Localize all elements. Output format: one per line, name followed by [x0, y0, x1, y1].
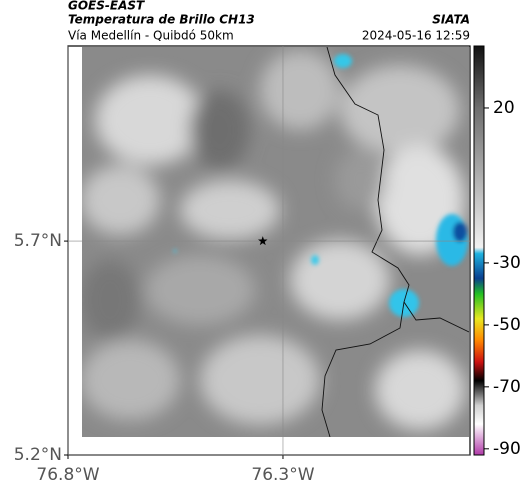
y-tick-label: 5.2°N — [14, 445, 62, 465]
colorbar-tick-label: -70 — [493, 377, 521, 397]
colorbar-tick-label: 20 — [493, 98, 515, 118]
subtitle: Vía Medellín - Quibdó 50km — [68, 29, 234, 43]
y-tick-label: 5.7°N — [14, 231, 62, 251]
datetime: 2024-05-16 12:59 — [362, 29, 470, 43]
satellite-image — [82, 47, 469, 437]
x-tick-label: 76.3°W — [251, 465, 314, 485]
colorbar-tick-label: -30 — [493, 253, 521, 273]
brand: SIATA — [432, 13, 470, 27]
x-tick-label: 76.8°W — [36, 465, 99, 485]
title: Temperatura de Brillo CH13 — [68, 13, 255, 27]
colorbar-tick-label: -50 — [493, 315, 521, 335]
location-marker — [258, 236, 268, 246]
colorbar — [473, 45, 485, 456]
colorbar-tick-label: -90 — [493, 439, 521, 459]
source: GOES-EAST — [68, 0, 145, 13]
